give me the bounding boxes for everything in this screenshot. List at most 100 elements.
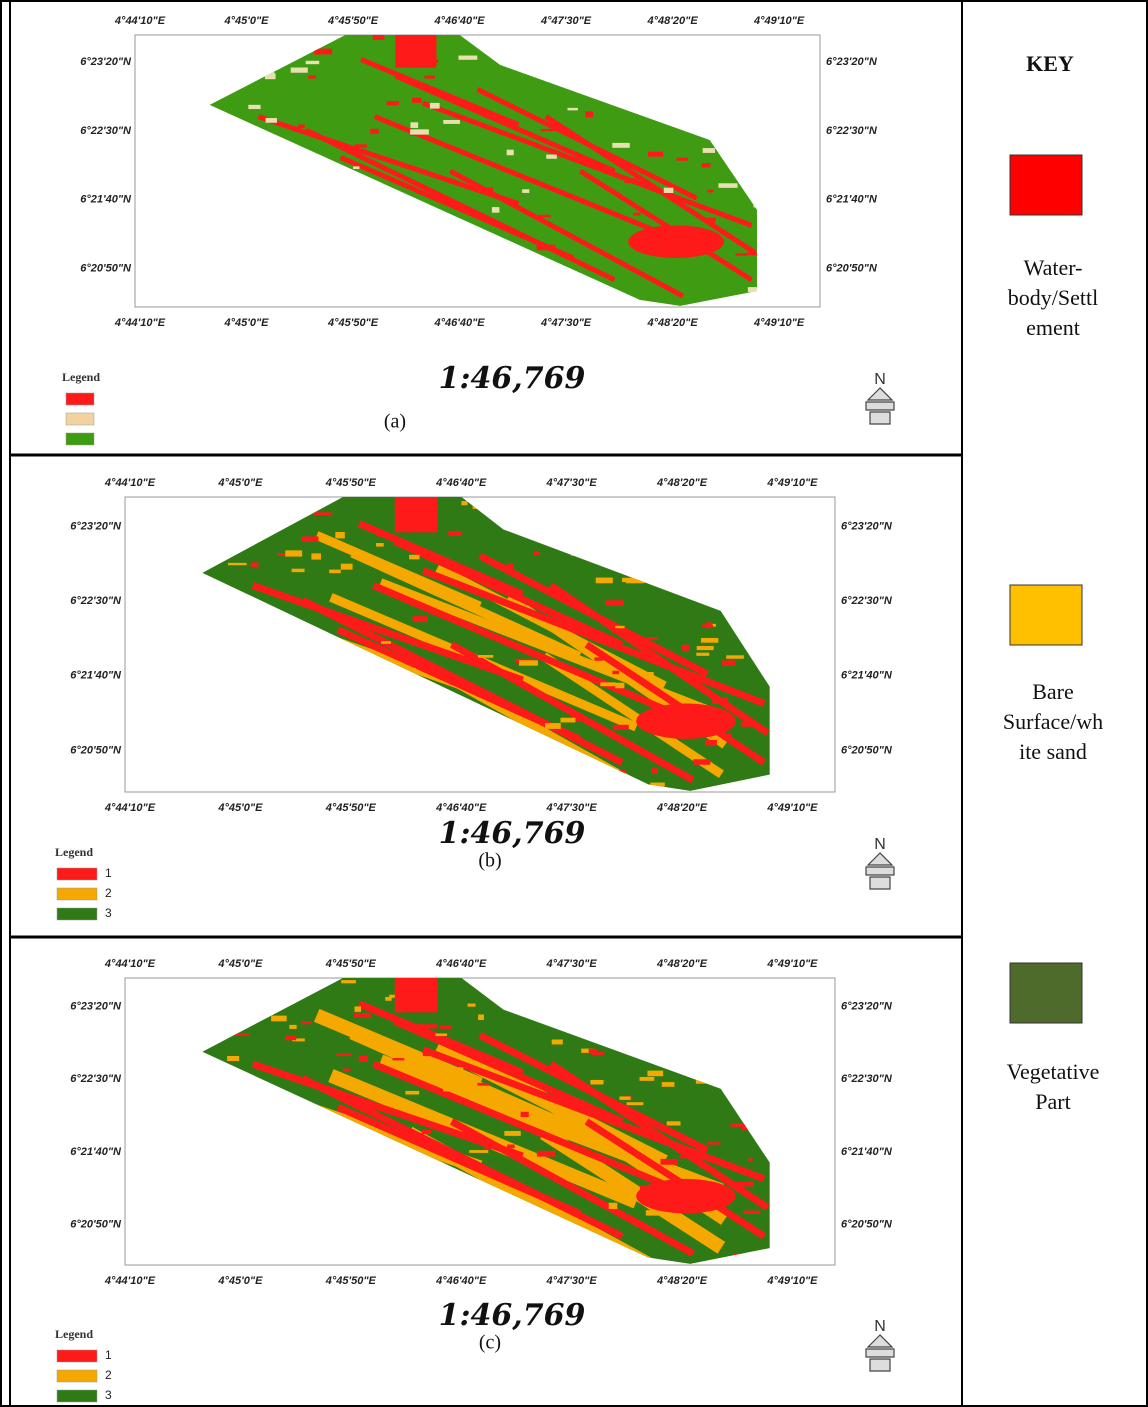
patch [537,245,556,251]
x-label-bottom: 4°48'20"E [656,802,708,814]
patch [228,563,247,565]
y-label-right: 6°23'20"N [841,1001,893,1013]
x-label-bottom: 4°48'20"E [656,1275,708,1287]
patch [409,555,419,559]
y-label-left: 6°20'50"N [70,1218,122,1230]
patch [314,512,332,515]
patch [289,1025,296,1029]
patch [329,570,341,574]
patch [619,1096,630,1099]
key-label: Surface/wh [1003,709,1103,734]
x-label-bottom: 4°44'10"E [104,802,156,814]
x-label-top: 4°46'40"E [435,477,487,489]
key-label: Part [1035,1089,1070,1114]
patch [308,75,316,78]
x-label-bottom: 4°48'20"E [647,317,699,329]
north-arrow [866,388,894,424]
patch [504,1131,520,1136]
patch [552,1040,563,1045]
x-label-bottom: 4°49'10"E [766,802,818,814]
patch [706,740,717,746]
patch [448,531,462,536]
patch [336,1053,352,1056]
x-label-bottom: 4°45'50"E [327,317,379,329]
patch [450,681,459,685]
y-label-right: 6°21'40"N [841,670,893,682]
x-label-top: 4°46'40"E [435,958,487,970]
y-label-right: 6°23'20"N [826,56,878,68]
patch [725,733,732,737]
north-arrow [866,1335,894,1371]
patch [522,189,529,193]
red-top [395,978,438,1012]
y-label-right: 6°20'50"N [841,1218,893,1230]
patch [266,118,277,123]
patch [651,768,658,774]
x-label-bottom: 4°46'40"E [435,1275,487,1287]
patch [741,722,752,727]
patch [343,1069,351,1072]
x-label-bottom: 4°45'0"E [223,317,269,329]
y-label-left: 6°21'40"N [70,1146,122,1158]
x-label-top: 4°45'0"E [217,477,263,489]
patch [546,155,557,159]
y-label-left: 6°22'30"N [70,595,122,607]
x-label-top: 4°48'20"E [647,15,699,27]
patch [465,1092,482,1098]
y-label-right: 6°21'40"N [841,1146,893,1158]
patch [703,148,715,153]
x-label-top: 4°49'10"E [766,477,818,489]
patch [696,653,709,656]
patch [373,35,385,40]
legend-swatch [57,868,97,880]
patch [718,183,737,188]
x-label-bottom: 4°45'50"E [325,802,377,814]
key-swatch [1010,155,1082,215]
patch [662,1082,675,1087]
patch [477,1083,489,1086]
x-label-top: 4°45'0"E [223,15,269,27]
y-label-left: 6°21'40"N [80,194,132,206]
legend-swatch [57,888,97,900]
patch [248,105,260,109]
y-label-left: 6°23'20"N [80,56,132,68]
patch [567,108,577,110]
x-label-bottom: 4°45'50"E [325,1275,377,1287]
patch [413,616,428,622]
key-swatch [1010,585,1082,645]
legend-swatch [66,393,94,405]
patch [301,536,318,541]
legend-title: Legend [55,845,93,859]
patch [354,1006,361,1011]
patch [667,1121,681,1125]
north-label: N [874,836,886,853]
x-label-bottom: 4°47'30"E [546,1275,598,1287]
patch [537,1151,555,1157]
patch [440,1026,452,1029]
y-label-right: 6°20'50"N [841,744,893,756]
x-label-top: 4°45'50"E [325,958,377,970]
patch [606,600,624,605]
x-label-top: 4°45'50"E [325,477,377,489]
patch [469,1150,488,1153]
legend-title: Legend [62,370,100,384]
patch [422,1130,431,1134]
y-label-left: 6°20'50"N [80,263,132,275]
patch [468,1004,476,1007]
legend-label: 1 [105,866,112,880]
patch [640,1077,655,1081]
patch [507,1145,515,1149]
patch [392,1058,404,1060]
x-label-bottom: 4°44'10"E [104,1275,156,1287]
x-label-top: 4°47'30"E [546,477,598,489]
key-title: KEY [1026,51,1074,76]
patch [341,564,353,570]
x-label-bottom: 4°47'30"E [546,802,598,814]
patch [702,163,711,167]
caption: (b) [478,850,501,872]
patch [585,111,593,117]
patch [484,160,490,165]
patch [612,671,619,674]
patch [506,563,513,569]
x-label-top: 4°49'10"E [753,15,805,27]
